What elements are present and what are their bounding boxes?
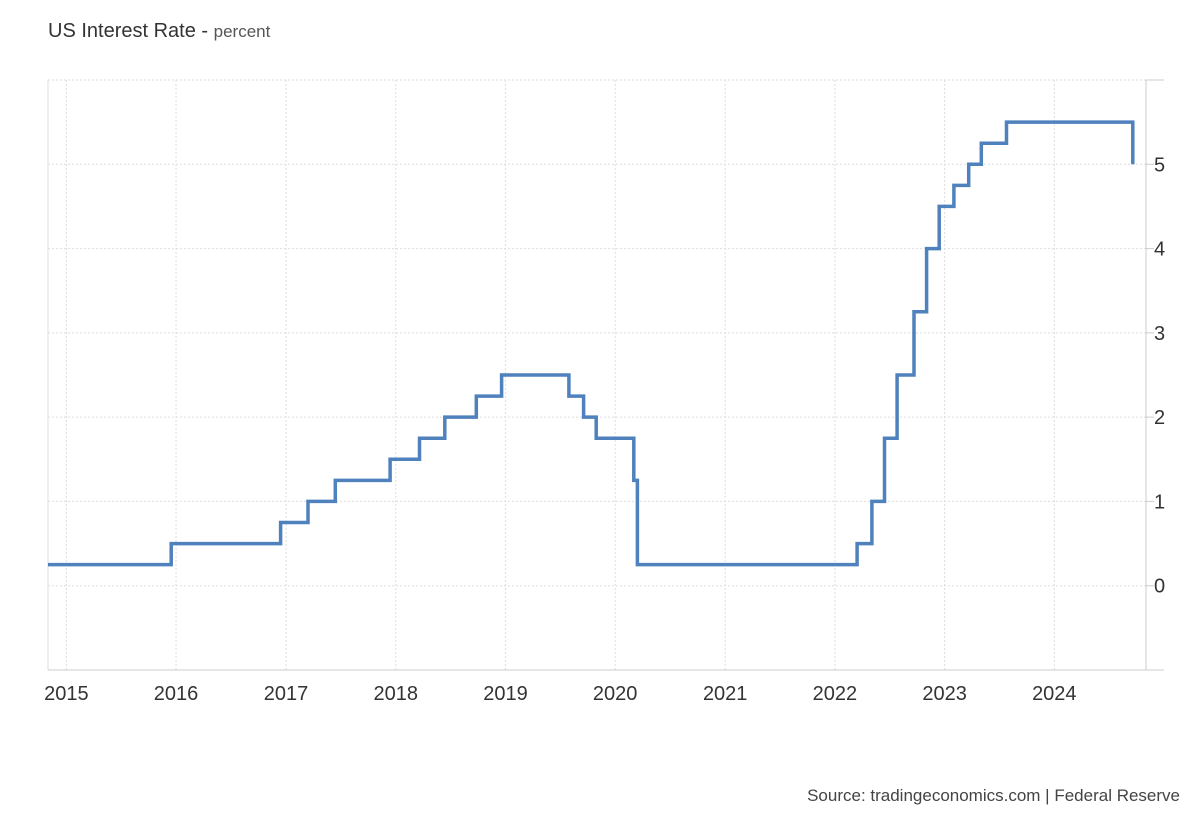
y-tick-label-2: 2 xyxy=(1154,407,1165,429)
chart-title-text: US Interest Rate xyxy=(48,20,196,42)
x-tick-label-2017: 2017 xyxy=(264,683,309,705)
x-tick-label-2015: 2015 xyxy=(44,683,89,705)
y-axis-ticks: 0 1 2 3 4 5 xyxy=(1154,154,1165,597)
y-tick-label-4: 4 xyxy=(1154,239,1165,261)
chart-subtitle: percent xyxy=(213,22,271,41)
chart-series xyxy=(48,120,1135,567)
y-tick-label-0: 0 xyxy=(1154,576,1165,598)
x-tick-label-2022: 2022 xyxy=(813,683,858,705)
chart-axes xyxy=(47,79,1164,671)
y-tick-label-1: 1 xyxy=(1154,491,1165,513)
x-tick-label-2020: 2020 xyxy=(593,683,638,705)
x-tick-label-2019: 2019 xyxy=(483,683,528,705)
chart-grid xyxy=(48,79,1146,670)
source-credit: Source: tradingeconomics.com | Federal R… xyxy=(807,786,1180,805)
x-tick-label-2021: 2021 xyxy=(703,683,748,705)
x-tick-label-2016: 2016 xyxy=(154,683,199,705)
x-tick-label-2024: 2024 xyxy=(1032,683,1077,705)
y-tick-label-5: 5 xyxy=(1154,154,1165,176)
y-tick-label-3: 3 xyxy=(1154,323,1165,345)
x-tick-label-2023: 2023 xyxy=(922,683,967,705)
x-axis-ticks: 2015 2016 2017 2018 2019 2020 2021 2022 2023 2024 xyxy=(44,683,1076,705)
x-tick-label-2018: 2018 xyxy=(374,683,419,705)
series-line-0 xyxy=(48,120,1135,567)
chart-title: US Interest Rate - percent xyxy=(48,20,271,42)
